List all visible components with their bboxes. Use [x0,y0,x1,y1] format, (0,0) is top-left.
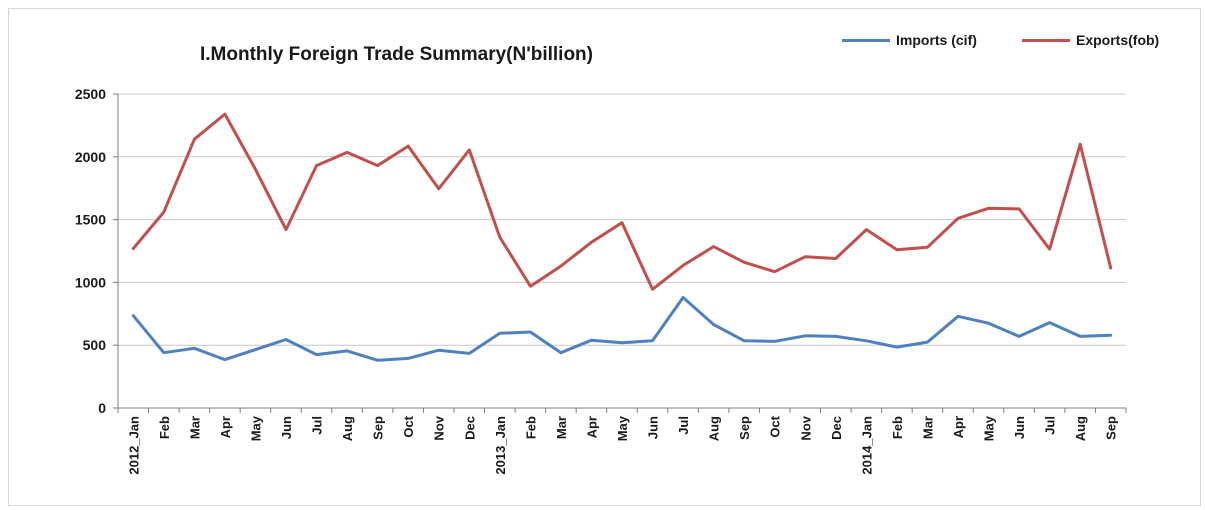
x-tick-label: Dec [829,416,844,440]
x-tick-label: Aug [1073,416,1088,441]
x-tick-label: Aug [707,416,722,441]
legend-label-exports: Exports(fob) [1076,32,1160,48]
series-line-exports [131,112,1113,291]
legend-label-imports: Imports (cif) [896,32,977,48]
legend-item-exports: Exports(fob) [1022,32,1159,48]
x-tick-label: May [982,415,997,441]
x-tick-label: 2014_Jan [859,416,874,475]
x-tick-label: Jul [676,416,691,435]
legend-item-imports: Imports (cif) [842,32,977,48]
x-tick-label: 2013_Jan [493,416,508,475]
x-tick-label: Sep [1104,416,1119,440]
x-tick-label: Jun [646,416,661,439]
x-tick-label: Jul [1043,416,1058,435]
y-tick-label: 1500 [75,212,106,228]
x-tick-label: Sep [737,416,752,440]
x-tick-label: Nov [798,415,813,440]
x-tick-label: Feb [523,416,538,439]
y-tick-label: 1000 [75,274,106,290]
x-tick-label: May [615,415,630,441]
x-tick-label: Mar [920,416,935,439]
series-line-imports [131,296,1113,362]
x-tick-label: 2012_Jan [126,416,141,475]
y-tick-label: 2500 [75,86,106,102]
x-tick-label: Jun [279,416,294,439]
x-tick-label: Mar [554,416,569,439]
x-tick-label: Dec [462,416,477,440]
x-tick-label: Feb [890,416,905,439]
x-tick-label: Jul [310,416,325,435]
chart-frame [8,8,1201,506]
y-tick-label: 2000 [75,149,106,165]
y-tick-label: 0 [98,400,106,416]
x-tick-label: Apr [218,416,233,438]
x-tick-label: Jun [1012,416,1027,439]
legend-swatch-imports [842,38,890,42]
x-tick-label: Sep [371,416,386,440]
legend-swatch-exports [1022,38,1070,42]
y-tick-label: 500 [83,337,107,353]
x-tick-label: Aug [340,416,355,441]
x-tick-label: Mar [187,416,202,439]
x-tick-label: Apr [951,416,966,438]
x-tick-label: Apr [584,416,599,438]
x-tick-label: Feb [157,416,172,439]
x-tick-label: Oct [768,415,783,437]
x-tick-label: May [248,415,263,441]
x-tick-label: Oct [401,415,416,437]
chart-title: I.Monthly Foreign Trade Summary(N'billio… [200,44,593,65]
x-tick-label: Nov [432,415,447,440]
